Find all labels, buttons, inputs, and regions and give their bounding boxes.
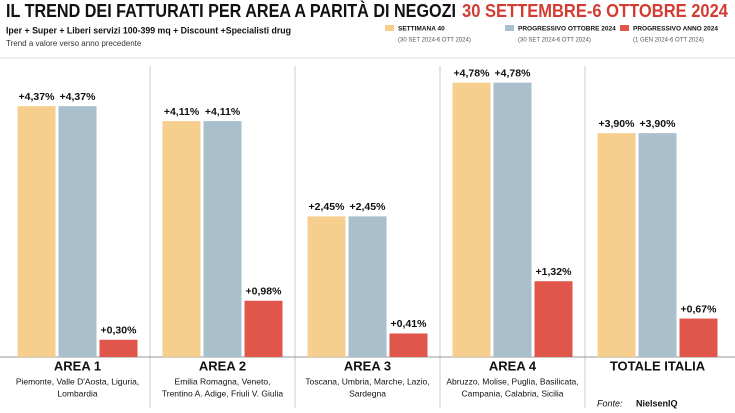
category-detail: Campania, Calabria, Sicilia	[461, 388, 563, 398]
note: Trend a valore verso anno precedente	[6, 39, 142, 48]
value-label: +4,78%	[454, 67, 491, 79]
category-label: AREA 3	[344, 358, 391, 373]
bar	[534, 281, 573, 357]
value-label: +0,41%	[391, 318, 428, 330]
value-label: +4,11%	[205, 106, 241, 118]
value-label: +0,98%	[246, 286, 283, 298]
category-label: AREA 4	[489, 358, 537, 373]
category-detail: Trentino A. Adige, Friuli V. Giulia	[162, 388, 284, 398]
category-detail: Lombardia	[57, 388, 97, 398]
legend-label: PROGRESSIVO ANNO 2024	[633, 26, 718, 33]
bar	[493, 82, 532, 358]
bar	[679, 318, 718, 357]
value-label: +2,45%	[309, 201, 346, 213]
bar	[638, 133, 677, 357]
value-label: +4,78%	[495, 67, 532, 79]
bar	[58, 106, 97, 357]
legend-period: (1 GEN 2024-6 OTT 2024)	[633, 38, 704, 44]
source-label: Fonte:	[597, 398, 623, 408]
legend-swatch	[385, 25, 394, 31]
category-detail: Sardegna	[349, 388, 386, 398]
subtitle: Iper + Super + Liberi servizi 100-399 mq…	[6, 26, 291, 37]
bar	[307, 216, 346, 357]
chart-title: IL TREND DEI FATTURATI PER AREA A PARITÀ…	[6, 0, 456, 21]
value-label: +4,37%	[60, 91, 97, 103]
value-label: +4,11%	[164, 106, 200, 118]
value-label: +3,90%	[640, 118, 677, 130]
value-label: +0,30%	[101, 325, 138, 337]
bar	[162, 121, 201, 357]
legend-swatch	[620, 25, 629, 31]
bar	[244, 300, 283, 357]
bar	[99, 339, 138, 357]
category-label: TOTALE ITALIA	[610, 358, 706, 373]
bar	[389, 333, 428, 357]
value-label: +3,90%	[599, 118, 636, 130]
value-label: +4,37%	[19, 91, 56, 103]
bar	[17, 106, 56, 357]
legend-swatch	[505, 25, 514, 31]
bar	[597, 133, 636, 357]
value-label: +0,67%	[681, 303, 718, 315]
category-detail: Piemonte, Valle D'Aosta, Liguria,	[16, 376, 139, 386]
bar	[203, 121, 242, 357]
category-detail: Toscana, Umbria, Marche, Lazio,	[305, 376, 429, 386]
bar	[348, 216, 387, 357]
category-label: AREA 2	[199, 358, 246, 373]
legend-label: PROGRESSIVO OTTOBRE 2024	[518, 26, 616, 33]
category-label: AREA 1	[54, 358, 101, 373]
chart-title-highlight: 30 SETTEMBRE-6 OTTOBRE 2024	[462, 1, 728, 21]
bar	[452, 82, 491, 358]
source: NielsenIQ	[636, 398, 678, 408]
category-detail: Emilia Romagna, Veneto,	[175, 376, 271, 386]
category-detail: Abruzzo, Molise, Puglia, Basilicata,	[446, 376, 578, 386]
value-label: +1,32%	[536, 266, 573, 278]
legend-period: (30 SET 2024-6 OTT 2024)	[518, 38, 591, 44]
value-label: +2,45%	[350, 201, 387, 213]
legend-period: (30 SET 2024-6 OTT 2024)	[398, 38, 471, 44]
legend-label: SETTIMANA 40	[398, 26, 445, 33]
